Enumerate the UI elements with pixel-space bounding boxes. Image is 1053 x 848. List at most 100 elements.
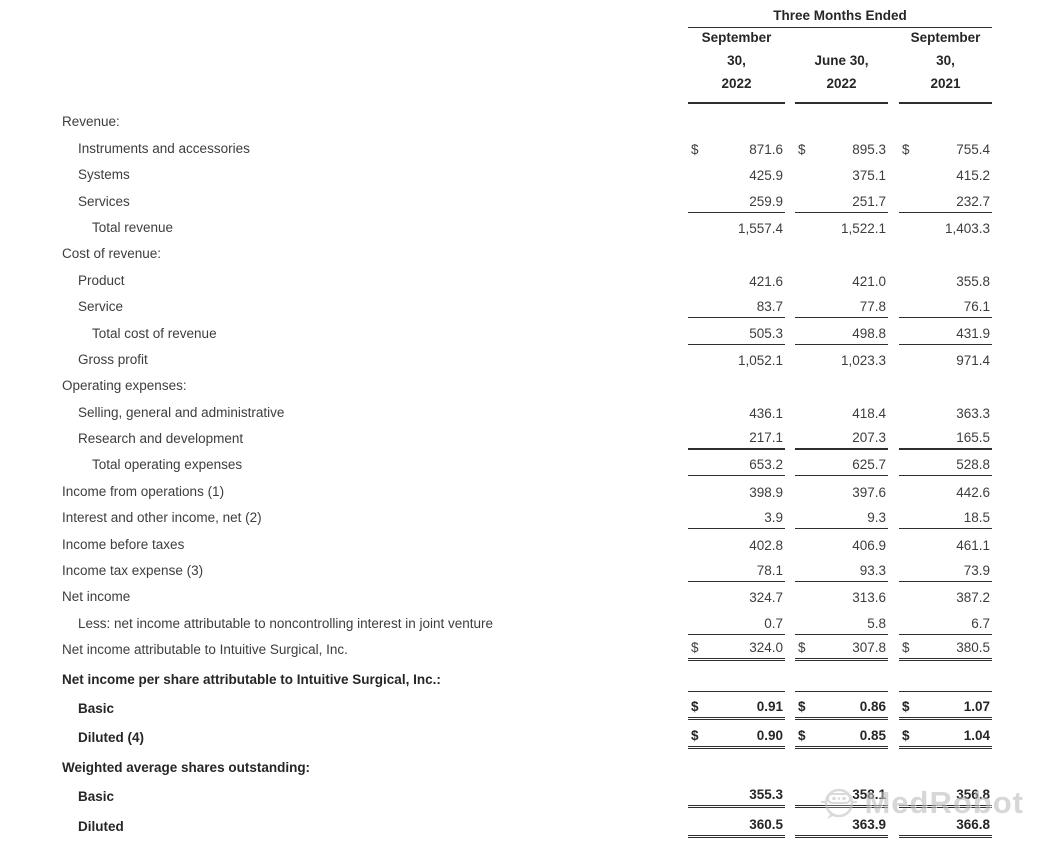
cell-value: 505.3 bbox=[749, 325, 783, 341]
cell-value: 360.5 bbox=[749, 816, 783, 832]
row-values: 259.9 251.7 232.7 bbox=[688, 186, 992, 213]
value-cell: 358.1 bbox=[795, 779, 888, 809]
row-label: Systems bbox=[78, 167, 130, 183]
value-cell: 5.8 bbox=[795, 608, 888, 635]
row-label: Net income per share attributable to Int… bbox=[62, 671, 441, 687]
cell-value: 421.0 bbox=[852, 273, 886, 289]
value-cell: 397.6 bbox=[795, 476, 888, 502]
column-header: September 30, 2021 bbox=[899, 30, 992, 104]
value-cell: 431.9 bbox=[899, 318, 992, 345]
value-cell: 76.1 bbox=[899, 292, 992, 319]
row-label: Total cost of revenue bbox=[92, 325, 217, 341]
row-label: Basic bbox=[78, 700, 115, 716]
row-label: Services bbox=[78, 193, 130, 209]
value-cell: $0.90 bbox=[688, 720, 785, 750]
value-cell: 625.7 bbox=[795, 450, 888, 477]
value-cell: 971.4 bbox=[899, 345, 992, 371]
dollar-sign: $ bbox=[691, 640, 699, 656]
cell-value: 406.9 bbox=[852, 537, 886, 553]
period-header: Three Months Ended bbox=[688, 8, 992, 28]
row-label: Service bbox=[78, 299, 124, 315]
value-cell: 375.1 bbox=[795, 160, 888, 186]
cell-value: 0.86 bbox=[859, 698, 886, 714]
table-row: Net income attributable to Intuitive Sur… bbox=[0, 635, 992, 662]
row-label: Selling, general and administrative bbox=[78, 404, 285, 420]
table-row: Systems 425.9 375.1 415.2 bbox=[0, 160, 992, 186]
column-header-line: 2022 bbox=[826, 76, 857, 91]
value-cell: 360.5 bbox=[688, 808, 785, 838]
dollar-sign: $ bbox=[798, 728, 806, 744]
row-label: Income from operations (1) bbox=[62, 483, 225, 499]
cell-value: 324.7 bbox=[749, 590, 783, 606]
row-values: 505.3 498.8 431.9 bbox=[688, 318, 992, 345]
dollar-sign: $ bbox=[902, 698, 910, 714]
table-row: Instruments and accessories $871.6 $895.3 $… bbox=[0, 133, 992, 159]
value-cell: $0.86 bbox=[795, 690, 888, 720]
row-values: $0.90 $0.85 $1.04 bbox=[688, 720, 992, 750]
value-cell: 356.8 bbox=[899, 779, 992, 809]
cell-value: 363.9 bbox=[852, 816, 886, 832]
value-cell: $0.85 bbox=[795, 720, 888, 750]
row-values: 3.9 9.3 18.5 bbox=[688, 503, 992, 530]
cell-value: 358.1 bbox=[852, 787, 886, 803]
value-cell: 653.2 bbox=[688, 450, 785, 477]
cell-value: 425.9 bbox=[749, 168, 783, 184]
value-cell: 355.3 bbox=[688, 779, 785, 809]
value-cell: 217.1 bbox=[688, 424, 785, 451]
row-values: 398.9 397.6 442.6 bbox=[688, 476, 992, 502]
cell-value: 18.5 bbox=[963, 510, 990, 526]
row-label: Interest and other income, net (2) bbox=[62, 510, 262, 526]
row-values: 653.2 625.7 528.8 bbox=[688, 450, 992, 477]
table-row: Cost of revenue: bbox=[0, 239, 992, 265]
value-cell: 18.5 bbox=[899, 503, 992, 530]
row-label: Weighted average shares outstanding: bbox=[62, 759, 311, 775]
value-cell: $0.91 bbox=[688, 690, 785, 720]
table-row: Services 259.9 251.7 232.7 bbox=[0, 186, 992, 213]
row-label: Basic bbox=[78, 789, 115, 805]
column-header-line: 30, bbox=[936, 53, 955, 68]
cell-value: 1,023.3 bbox=[840, 352, 886, 368]
value-cell: 207.3 bbox=[795, 424, 888, 451]
value-cell: 3.9 bbox=[688, 503, 785, 530]
dollar-sign: $ bbox=[691, 728, 699, 744]
value-cell: 387.2 bbox=[899, 582, 992, 608]
row-values: 78.1 93.3 73.9 bbox=[688, 556, 992, 583]
cell-value: 9.3 bbox=[867, 510, 886, 526]
cell-value: 355.8 bbox=[956, 273, 990, 289]
table-row: Less: net income attributable to noncont… bbox=[0, 608, 992, 635]
cell-value: 895.3 bbox=[852, 141, 886, 157]
row-values: 83.7 77.8 76.1 bbox=[688, 292, 992, 319]
value-cell: 402.8 bbox=[688, 529, 785, 555]
table-header: Three Months Ended September 30, 2022 June … bbox=[0, 8, 1053, 104]
cell-value: 313.6 bbox=[852, 590, 886, 606]
value-cell: 259.9 bbox=[688, 186, 785, 213]
row-values: $0.91 $0.86 $1.07 bbox=[688, 690, 992, 720]
table-row: Interest and other income, net (2) 3.9 9.3… bbox=[0, 503, 992, 530]
value-cell: $380.5 bbox=[899, 635, 992, 662]
value-cell: 1,522.1 bbox=[795, 213, 888, 239]
value-cell: 366.8 bbox=[899, 808, 992, 838]
cell-value: 0.90 bbox=[756, 728, 783, 744]
value-cell: 418.4 bbox=[795, 397, 888, 423]
row-label: Instruments and accessories bbox=[78, 140, 250, 156]
row-label: Total revenue bbox=[92, 219, 174, 235]
table-row: Gross profit 1,052.1 1,023.3 971.4 bbox=[0, 345, 992, 371]
value-cell: 363.9 bbox=[795, 808, 888, 838]
row-values: 0.7 5.8 6.7 bbox=[688, 608, 992, 635]
cell-value: 366.8 bbox=[956, 816, 990, 832]
value-cell: 406.9 bbox=[795, 529, 888, 555]
row-values: 355.3 358.1 356.8 bbox=[688, 779, 992, 809]
row-values: 402.8 406.9 461.1 bbox=[688, 529, 992, 555]
row-label: Net income attributable to Intuitive Sur… bbox=[62, 642, 348, 658]
row-label: Product bbox=[78, 272, 125, 288]
cell-value: 77.8 bbox=[859, 299, 886, 315]
row-values: $871.6 $895.3 $755.4 bbox=[688, 133, 992, 159]
row-label: Research and development bbox=[78, 431, 244, 447]
row-label: Net income bbox=[62, 589, 131, 605]
cell-value: 0.7 bbox=[764, 615, 783, 631]
cell-value: 76.1 bbox=[963, 299, 990, 315]
cell-value: 397.6 bbox=[852, 484, 886, 500]
value-cell: 498.8 bbox=[795, 318, 888, 345]
value-cell: 1,403.3 bbox=[899, 213, 992, 239]
